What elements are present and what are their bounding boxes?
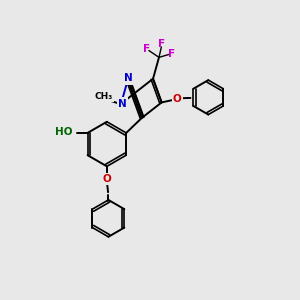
Text: F: F — [168, 50, 175, 59]
Text: CH₃: CH₃ — [94, 92, 112, 101]
Text: HO: HO — [55, 127, 72, 137]
Text: O: O — [173, 94, 182, 104]
Text: N: N — [118, 99, 127, 109]
Text: N: N — [124, 73, 132, 83]
Text: O: O — [103, 174, 111, 184]
Text: F: F — [158, 39, 165, 49]
Text: F: F — [143, 44, 150, 54]
